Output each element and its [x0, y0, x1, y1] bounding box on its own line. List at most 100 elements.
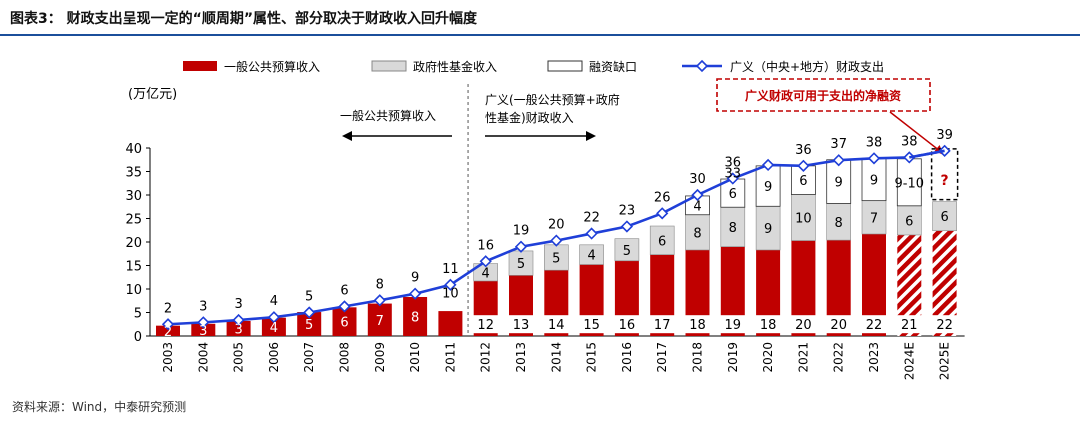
- expenditure-point: [797, 159, 810, 172]
- top-value-label: 23: [619, 203, 636, 218]
- bar-value-label: 12: [477, 318, 494, 333]
- y-tick-label: 20: [125, 236, 142, 251]
- x-tick-label: 2005: [232, 342, 246, 373]
- top-value-label: 19: [513, 224, 530, 239]
- x-tick-label: 2014: [549, 342, 563, 373]
- top-value-label: 11: [442, 262, 459, 277]
- expenditure-point: [197, 316, 210, 329]
- left-arrow-label: 一般公共预算收入: [340, 108, 436, 123]
- label-bg: [683, 315, 712, 334]
- bar-gov-fund: [543, 244, 569, 271]
- bar-value-label: 7: [870, 211, 878, 226]
- bar-general-budget: [403, 296, 428, 336]
- x-tick-label: 2009: [373, 342, 387, 373]
- title-bar: 图表3： 财政支出呈现一定的“顺周期”属性、部分取决于财政收入回升幅度: [0, 0, 1080, 36]
- bar-value-label: 16: [619, 318, 636, 333]
- label-bg: [860, 315, 888, 334]
- bar-value-label: 15: [583, 318, 600, 333]
- bar-general-budget: [438, 311, 463, 336]
- bar-value-label: 9-10: [895, 176, 925, 191]
- expenditure-point: [656, 207, 669, 220]
- legend-label-expenditure: 广义（中央+地方）财政支出: [730, 59, 884, 74]
- bar-gap: [826, 159, 852, 204]
- bar-value-label: 6: [905, 214, 913, 229]
- top-value-label: 8: [376, 277, 384, 292]
- bar-value-label: 6: [729, 187, 737, 202]
- expenditure-point: [514, 240, 528, 253]
- callout-box: [716, 78, 931, 112]
- bar-value-label: 19: [725, 318, 742, 333]
- top-value-label: 38: [901, 134, 918, 149]
- bar-value-label: 20: [795, 318, 812, 333]
- expenditure-point: [867, 152, 881, 165]
- y-tick-label: 30: [125, 189, 142, 204]
- bar-gov-fund: [720, 206, 746, 248]
- bar-value-label: 13: [513, 318, 530, 333]
- y-tick-label: 0: [134, 330, 142, 345]
- top-value-label: 39: [936, 128, 953, 143]
- bar-value-label: 6: [340, 316, 348, 331]
- label-bg: [930, 315, 959, 334]
- top-value-label: 9: [411, 271, 419, 286]
- top-value-label: 2: [164, 301, 172, 316]
- top-value-label: 16: [477, 238, 494, 253]
- bar-gov-fund: [579, 244, 604, 265]
- expenditure-point: [550, 234, 563, 247]
- y-tick-label: 5: [134, 307, 142, 322]
- top-value-label: 3: [234, 297, 242, 312]
- bar-general-budget: [226, 320, 251, 336]
- x-tick-label: 2023: [867, 342, 881, 373]
- x-tick-label: 2017: [655, 342, 669, 373]
- expenditure-point: [832, 154, 845, 167]
- top-value-label: 36: [795, 143, 812, 158]
- top-value-label: 3: [199, 299, 207, 314]
- right-arrow-head: [586, 131, 596, 141]
- top-value-label: 22: [583, 211, 600, 226]
- source-note: 资料来源：Wind，中泰研究预测: [12, 400, 187, 414]
- bar-gov-fund: [508, 250, 534, 276]
- label-bg: [789, 315, 818, 334]
- label-bg: [895, 315, 924, 334]
- x-tick-label: 2019: [726, 342, 740, 373]
- legend-label-general-budget: 一般公共预算收入: [224, 59, 320, 74]
- x-tick-label: 2006: [267, 342, 281, 373]
- bar-value-label: 22: [866, 318, 883, 333]
- right-arrow-label-1: 广义(一般公共预算+政府: [485, 92, 620, 107]
- bar-value-label: 20: [830, 318, 847, 333]
- expenditure-point: [726, 172, 739, 185]
- expenditure-point: [338, 300, 351, 313]
- x-tick-label: 2024E: [902, 342, 916, 380]
- bar-general-budget: [156, 325, 180, 336]
- bar-value-label: 3: [234, 322, 242, 337]
- bar-value-label: 22: [936, 318, 953, 333]
- bar-value-label: 7: [376, 314, 384, 329]
- bar-general-budget: [261, 317, 286, 336]
- bar-value-label: 9: [870, 173, 878, 188]
- callout-arrow-line: [889, 111, 944, 154]
- expenditure-point: [232, 313, 245, 327]
- label-bg: [824, 315, 853, 334]
- chart-title: 图表3： 财政支出呈现一定的“顺周期”属性、部分取决于财政收入回升幅度: [10, 11, 478, 27]
- bar-value-label: 8: [411, 310, 419, 325]
- x-tick-label: 2011: [443, 342, 457, 373]
- legend: 一般公共预算收入 政府性基金收入 融资缺口 广义（中央+地方）财政支出: [183, 59, 884, 74]
- top-value-label: 20: [548, 218, 565, 233]
- callout-text: 广义财政可用于支出的净融资: [745, 88, 901, 103]
- bar-value-label: 6: [940, 210, 948, 225]
- x-tick-label: 2015: [585, 342, 599, 373]
- expenditure-point: [303, 306, 316, 319]
- x-tick-label: 2010: [408, 342, 422, 373]
- legend-marker-expenditure: [695, 59, 709, 73]
- x-tick-label: 2007: [302, 342, 316, 373]
- label-bg: [718, 315, 747, 334]
- right-arrow-label-2: 性基金)财政收入: [485, 110, 574, 125]
- expenditure-point: [161, 318, 175, 331]
- x-tick-label: 2003: [161, 342, 175, 373]
- legend-label-gap: 融资缺口: [589, 59, 637, 74]
- y-tick-label: 10: [125, 283, 142, 298]
- bar-value-label: 17: [654, 318, 671, 333]
- top-value-label: 5: [305, 290, 313, 305]
- bar-value-label: 18: [760, 318, 777, 333]
- bar-value-label: 5: [305, 318, 313, 333]
- x-tick-label: 2008: [338, 342, 352, 373]
